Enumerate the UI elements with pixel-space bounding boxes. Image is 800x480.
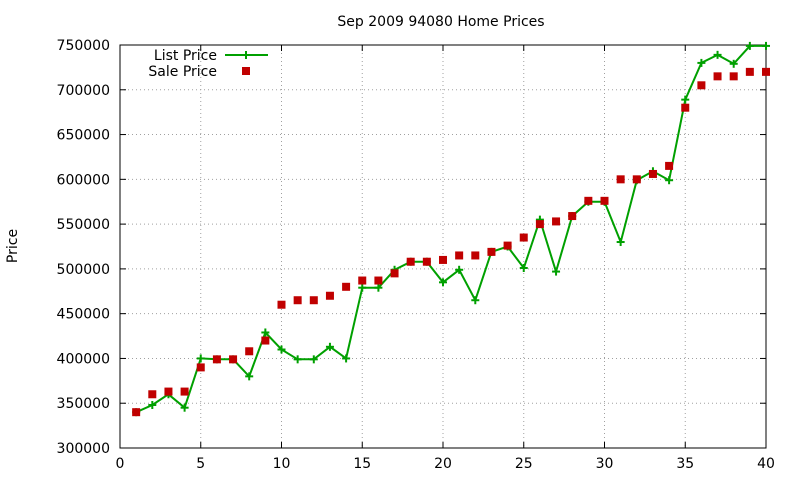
list-price-point <box>196 354 205 363</box>
sale-price-point <box>552 217 561 226</box>
sale-price-point <box>648 169 657 178</box>
list-price-point <box>148 401 157 410</box>
sale-price-point <box>342 282 351 291</box>
sale-price-point <box>406 257 415 266</box>
list-price-point <box>552 267 561 276</box>
tick-marks: 0 5 10 15 20 25 30 35 40 300000 350000 400000 450000… <box>57 38 775 472</box>
x-tick-label: 25 <box>515 456 533 472</box>
sale-price-point <box>180 387 189 396</box>
sale-price-point <box>293 296 302 305</box>
legend-label-list-price: List Price <box>154 48 217 64</box>
list-price-point <box>616 238 625 247</box>
sale-price-series <box>132 67 770 417</box>
list-price-point <box>261 328 270 337</box>
list-price-point <box>358 283 367 292</box>
y-tick-label: 350000 <box>57 396 110 412</box>
x-tick-label: 30 <box>596 456 614 472</box>
list-price-line <box>135 44 766 414</box>
list-price-point <box>374 283 383 292</box>
grid-lines <box>120 45 766 448</box>
list-price-point <box>729 59 738 68</box>
list-price-point <box>697 58 706 67</box>
list-price-point <box>745 41 754 50</box>
y-tick-label: 400000 <box>57 351 110 367</box>
x-tick-label: 40 <box>757 456 775 472</box>
list-price-point <box>439 278 447 287</box>
list-price-point <box>342 354 351 363</box>
list-price-point <box>277 345 286 354</box>
list-price-point <box>455 265 464 274</box>
sale-price-point <box>164 387 173 396</box>
list-price-point <box>309 355 318 364</box>
sale-price-point <box>277 300 286 309</box>
list-price-point <box>519 263 528 272</box>
sale-price-point <box>439 255 447 264</box>
sale-price-point <box>245 347 254 356</box>
sale-price-point <box>229 355 238 364</box>
sale-price-point <box>519 233 528 242</box>
x-tick-label: 5 <box>196 456 205 472</box>
y-tick-label: 450000 <box>57 307 110 323</box>
list-price-point <box>762 41 770 50</box>
sale-price-point <box>148 390 157 399</box>
sale-price-point <box>422 257 431 266</box>
y-tick-label: 700000 <box>57 83 110 99</box>
sale-price-point <box>665 161 674 170</box>
sale-price-point <box>132 408 141 417</box>
sale-price-point <box>568 212 577 221</box>
sale-price-point <box>697 81 706 90</box>
x-tick-label: 20 <box>434 456 452 472</box>
sale-price-point <box>487 247 496 256</box>
sale-price-point <box>455 251 464 260</box>
chart-title: Sep 2009 94080 Home Prices <box>337 14 544 30</box>
sale-price-point <box>616 175 625 184</box>
x-tick-label: 15 <box>353 456 371 472</box>
legend: List Price Sale Price <box>148 48 268 80</box>
sale-price-point <box>261 336 270 345</box>
y-tick-label: 550000 <box>57 217 110 233</box>
list-price-point <box>325 342 334 351</box>
sale-price-point <box>745 67 754 76</box>
x-tick-label: 0 <box>116 456 125 472</box>
list-price-point <box>681 95 690 104</box>
y-axis-label: Price <box>5 229 21 263</box>
sale-price-point <box>309 296 318 305</box>
legend-label-sale-price: Sale Price <box>148 64 217 80</box>
x-tick-label: 10 <box>273 456 291 472</box>
list-price-series <box>132 41 770 417</box>
sale-price-point <box>358 276 367 285</box>
sale-price-point <box>632 175 641 184</box>
sale-price-point <box>600 196 609 205</box>
sale-price-point <box>196 363 205 372</box>
y-tick-label: 650000 <box>57 128 110 144</box>
sale-price-point <box>535 220 544 229</box>
list-price-point <box>245 372 254 381</box>
sale-price-point <box>729 72 738 81</box>
list-price-point <box>665 176 674 185</box>
list-price-point <box>471 296 480 305</box>
y-tick-label: 500000 <box>57 262 110 278</box>
sale-price-point <box>503 241 512 250</box>
list-price-point <box>713 50 722 59</box>
x-tick-label: 35 <box>676 456 694 472</box>
y-tick-label: 600000 <box>57 172 110 188</box>
sale-price-point <box>584 196 593 205</box>
sale-price-point <box>390 269 399 278</box>
sale-price-point <box>713 72 722 81</box>
y-tick-label: 300000 <box>57 441 110 457</box>
sale-price-point <box>681 103 690 112</box>
y-tick-label: 750000 <box>57 38 110 54</box>
sale-price-point <box>762 67 770 76</box>
sale-price-point <box>471 251 480 260</box>
list-price-point <box>293 355 302 364</box>
sale-price-point <box>374 276 383 285</box>
list-price-point <box>180 403 189 412</box>
sale-price-point <box>212 355 221 364</box>
sale-price-point <box>325 291 334 300</box>
legend-sample-sale-price-marker <box>242 67 250 75</box>
